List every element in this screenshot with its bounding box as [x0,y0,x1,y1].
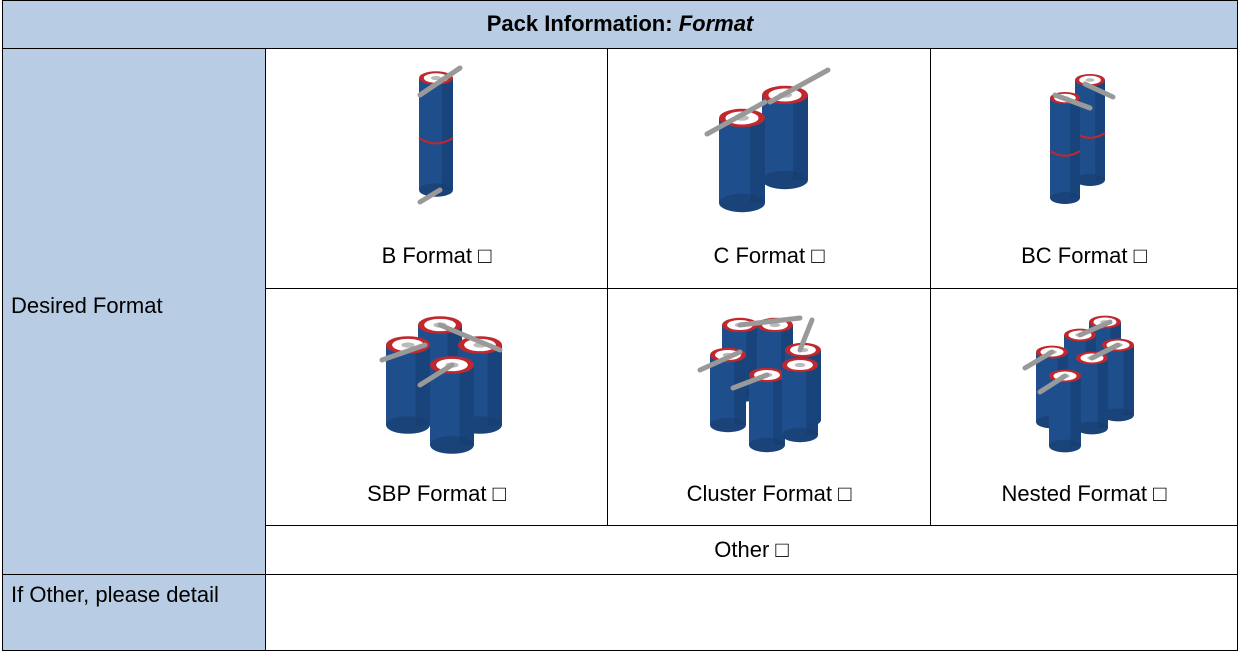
nickel-tab [1082,81,1116,100]
header-row: Pack Information: Format [2,0,1238,49]
nickel-tab [767,67,831,105]
option-label[interactable]: B Format □ [381,243,492,268]
option-cell: Cluster Format □ [607,288,931,526]
nickel-tab [417,65,463,98]
option-label[interactable]: SBP Format □ [367,481,506,506]
nickel-tab [704,99,768,137]
cell-shade [773,375,785,445]
nickel-tab [379,342,428,363]
nickel-tab [417,187,443,205]
cell-terminal [769,322,781,328]
nickel-tab [437,322,503,353]
other-option[interactable]: Other □ [714,537,789,562]
nickel-tab [1037,373,1068,395]
nickel-tab [1077,319,1113,338]
cell-shade [734,355,746,425]
title-emphasis: Format [678,11,754,36]
cell-shade [441,78,453,190]
row-label: Desired Format [11,293,163,318]
cell-terminal [1085,78,1095,82]
cell-terminal [794,362,806,368]
label-cell: If Other, please detail [2,574,266,651]
cell-seam [418,137,454,145]
nickel-tab [1022,349,1055,371]
cell-shade [793,95,808,180]
cell-shade [1095,80,1105,180]
cell-seam [1049,150,1081,157]
title-text: Pack Information: [486,11,673,36]
cell-shade [1097,358,1108,428]
option-label[interactable]: C Format □ [713,243,825,268]
nickel-tab [1052,92,1093,111]
cell-shade [806,365,818,435]
cell-shade [459,365,474,445]
nickel-tab [797,317,815,353]
cell-shade [487,345,502,425]
cell-shade [1123,345,1134,415]
cell-shade [750,118,765,203]
cell-terminal [401,342,415,348]
nickel-tab [730,372,770,391]
nickel-tab [1089,342,1121,361]
nickel-tab [697,349,743,373]
cell-terminal [430,75,442,81]
option-label[interactable]: Nested Format □ [1001,481,1167,506]
option-label[interactable]: Cluster Format □ [686,481,852,506]
header-title: Pack Information: Format [3,11,1237,37]
cell-shade [746,325,758,395]
cell-shade [1070,376,1081,446]
cell-shade [1070,98,1080,198]
row-label: If Other, please detail [11,582,219,607]
option-label[interactable]: BC Format □ [1021,243,1147,268]
nickel-tab [737,315,803,328]
nickel-tab [417,362,455,388]
